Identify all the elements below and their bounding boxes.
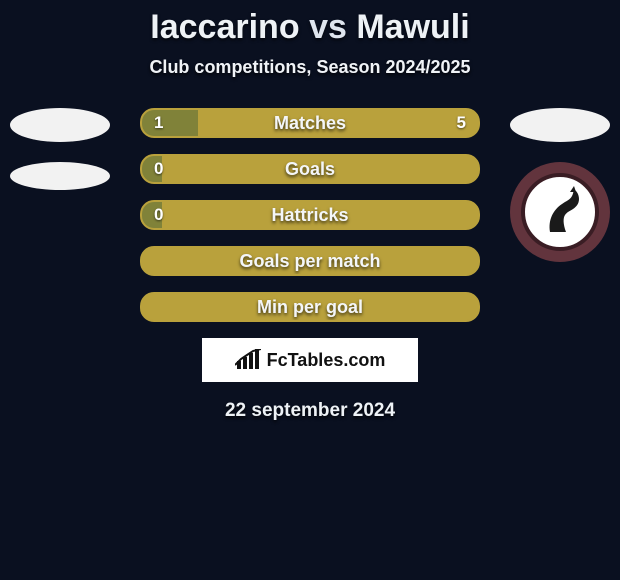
stat-bar: Hattricks0 <box>140 200 480 230</box>
logo-text: FcTables.com <box>267 350 386 371</box>
bar-fill-right <box>142 294 478 320</box>
page-title: Iaccarino vs Mawuli <box>0 8 620 47</box>
stat-bar: Goals per match <box>140 246 480 276</box>
bars-area: Matches15 Goals0 Hattricks0 Goals per match… <box>140 108 480 322</box>
chart-icon <box>235 349 261 371</box>
bar-fill-right <box>162 202 478 228</box>
logo-box: FcTables.com <box>202 338 418 382</box>
body-row: Matches15 Goals0 Hattricks0 Goals per match… <box>0 108 620 322</box>
vs-text: vs <box>309 8 347 46</box>
bar-fill-left <box>142 202 162 228</box>
player1-name: Iaccarino <box>150 8 299 46</box>
left-crest-ellipse-bottom <box>10 162 110 190</box>
bar-fill-right <box>162 156 478 182</box>
comparison-infographic: Iaccarino vs Mawuli Club competitions, S… <box>0 0 620 580</box>
right-crest <box>510 108 610 192</box>
player2-name: Mawuli <box>356 8 469 46</box>
subtitle: Club competitions, Season 2024/2025 <box>0 57 620 78</box>
logo: FcTables.com <box>235 349 386 371</box>
bar-fill-right <box>198 110 478 136</box>
date-text: 22 september 2024 <box>0 400 620 422</box>
stat-bar: Min per goal <box>140 292 480 322</box>
right-crest-shield <box>510 162 610 262</box>
horse-icon <box>530 182 590 242</box>
left-crest <box>10 108 110 192</box>
left-crest-ellipse-top <box>10 108 110 142</box>
bar-fill-left <box>142 110 198 136</box>
stat-bar: Goals0 <box>140 154 480 184</box>
bar-fill-left <box>142 156 162 182</box>
stat-bar: Matches15 <box>140 108 480 138</box>
shield-ring <box>510 162 610 262</box>
bar-fill-right <box>142 248 478 274</box>
shield-inner <box>521 173 599 251</box>
right-crest-ellipse-top <box>510 108 610 142</box>
